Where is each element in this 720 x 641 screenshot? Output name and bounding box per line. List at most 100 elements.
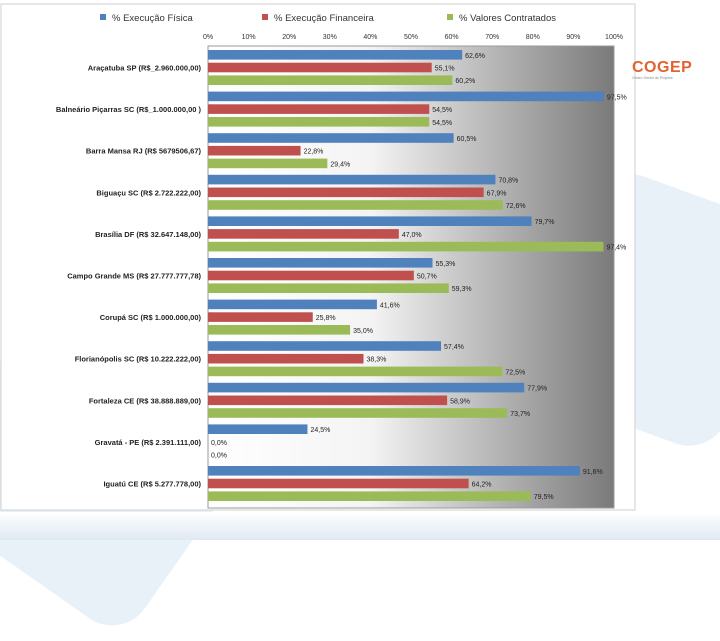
data-label: 77,9%	[527, 386, 547, 393]
bars	[208, 50, 604, 501]
data-label: 0,0%	[211, 440, 227, 447]
category-label: Campo Grande MS (R$ 27.777.777,78)	[67, 272, 201, 281]
bar	[208, 491, 531, 501]
bar	[208, 50, 463, 60]
data-label: 22,8%	[304, 149, 324, 156]
bar	[208, 382, 525, 393]
data-label: 72,6%	[506, 203, 526, 210]
legend-swatch	[447, 14, 453, 20]
data-label: 0,0%	[211, 453, 227, 460]
data-label: 38,3%	[366, 357, 386, 364]
data-label: 64,2%	[472, 482, 492, 489]
bar	[208, 366, 503, 377]
footer-band	[0, 512, 720, 540]
data-label: 79,5%	[534, 494, 554, 501]
bar	[208, 216, 532, 226]
bar	[208, 117, 430, 127]
category-label: Balneário Piçarras SC (R$_1.000.000,00 )	[56, 105, 202, 114]
bar	[208, 187, 484, 198]
legend-label: % Execução Financeira	[274, 13, 375, 24]
bar	[208, 258, 433, 268]
bar	[208, 299, 377, 310]
x-tick-label: 40%	[363, 34, 377, 41]
data-label: 54,5%	[432, 107, 452, 114]
bar	[208, 395, 448, 406]
cogep-logo: COGEP Centro Gestor de Projetos	[632, 60, 714, 86]
data-label: 54,5%	[432, 120, 452, 127]
bar	[208, 424, 308, 434]
category-label: Fortaleza CE (R$ 38.888.889,00)	[89, 396, 202, 405]
bar	[208, 478, 469, 489]
bar	[208, 158, 328, 169]
data-label: 62,6%	[465, 53, 485, 60]
logo-name: COGEP	[632, 59, 693, 76]
bar	[208, 283, 449, 293]
x-tick-label: 70%	[485, 34, 499, 41]
data-label: 73,7%	[510, 411, 530, 418]
data-label: 35,0%	[353, 328, 373, 335]
x-tick-label: 20%	[282, 34, 296, 41]
data-label: 67,9%	[487, 190, 507, 197]
bar	[208, 174, 496, 185]
category-label: Araçatuba SP (R$_2.960.000,00)	[88, 64, 202, 73]
bar-chart: % Execução Física % Execução Financeira % …	[0, 3, 636, 511]
x-axis-ticks: 0% 10% 20% 30% 40% 50% 60% 70% 80% 90% 100%	[203, 34, 623, 41]
data-label: 79,7%	[535, 219, 555, 226]
bar	[208, 466, 580, 476]
legend: % Execução Física % Execução Financeira % …	[100, 13, 556, 24]
bar	[208, 91, 604, 102]
logo-subtitle: Centro Gestor de Projetos	[632, 76, 673, 80]
x-tick-label: 80%	[526, 34, 540, 41]
x-tick-label: 50%	[404, 34, 418, 41]
data-label: 60,2%	[455, 78, 475, 85]
bar	[208, 62, 432, 73]
x-tick-label: 0%	[203, 34, 213, 41]
bar	[208, 104, 430, 114]
x-tick-label: 30%	[323, 34, 337, 41]
bar	[208, 229, 399, 239]
value-labels: 62,6% 55,1%60,2% 97,5% 54,5% 54,5% 60,5% 22,8%…	[211, 53, 627, 501]
bar	[208, 353, 364, 364]
data-label: 41,6%	[380, 302, 400, 309]
data-label: 91,6%	[583, 469, 603, 476]
legend-swatch	[262, 14, 268, 20]
data-label: 70,8%	[498, 178, 518, 185]
bar	[208, 408, 508, 418]
x-tick-label: 10%	[242, 34, 256, 41]
legend-label: % Valores Contratados	[459, 13, 556, 24]
x-tick-label: 100%	[605, 34, 623, 41]
legend-label: % Execução Física	[112, 13, 193, 24]
data-label: 97,5%	[607, 94, 627, 101]
category-label: Gravatá - PE (R$ 2.391.111,00)	[95, 438, 202, 447]
bar	[208, 75, 453, 85]
bar	[208, 325, 351, 335]
data-label: 59,3%	[452, 286, 472, 293]
bar	[208, 241, 604, 252]
category-label: Corupá SC (R$ 1.000.000,00)	[100, 313, 202, 322]
x-tick-label: 60%	[445, 34, 459, 41]
bar	[208, 341, 442, 351]
data-label: 50,7%	[417, 274, 437, 281]
data-label: 47,0%	[402, 232, 422, 239]
category-label: Biguaçu SC (R$ 2.722.222,00)	[96, 188, 201, 197]
bar	[208, 200, 503, 210]
category-label: Barra Mansa RJ (R$ 5679506,67)	[86, 147, 202, 156]
bar	[208, 133, 454, 143]
category-labels: Araçatuba SP (R$_2.960.000,00) Balneário …	[56, 64, 202, 489]
legend-swatch	[100, 14, 106, 20]
data-label: 55,3%	[436, 261, 456, 268]
data-label: 57,4%	[444, 344, 464, 351]
data-label: 25,8%	[316, 315, 336, 322]
category-label: Iguatú CE (R$ 5.277.778,00)	[103, 480, 201, 489]
bar	[208, 270, 414, 281]
data-label: 97,4%	[606, 245, 626, 252]
category-label: Florianópolis SC (R$ 10.222.222,00)	[75, 355, 202, 364]
data-label: 29,4%	[330, 161, 350, 168]
data-label: 24,5%	[310, 427, 330, 434]
x-tick-label: 90%	[566, 34, 580, 41]
data-label: 60,5%	[457, 136, 477, 143]
data-label: 72,5%	[505, 369, 525, 376]
data-label: 55,1%	[435, 66, 455, 73]
bar	[208, 312, 313, 322]
bar	[208, 145, 301, 156]
